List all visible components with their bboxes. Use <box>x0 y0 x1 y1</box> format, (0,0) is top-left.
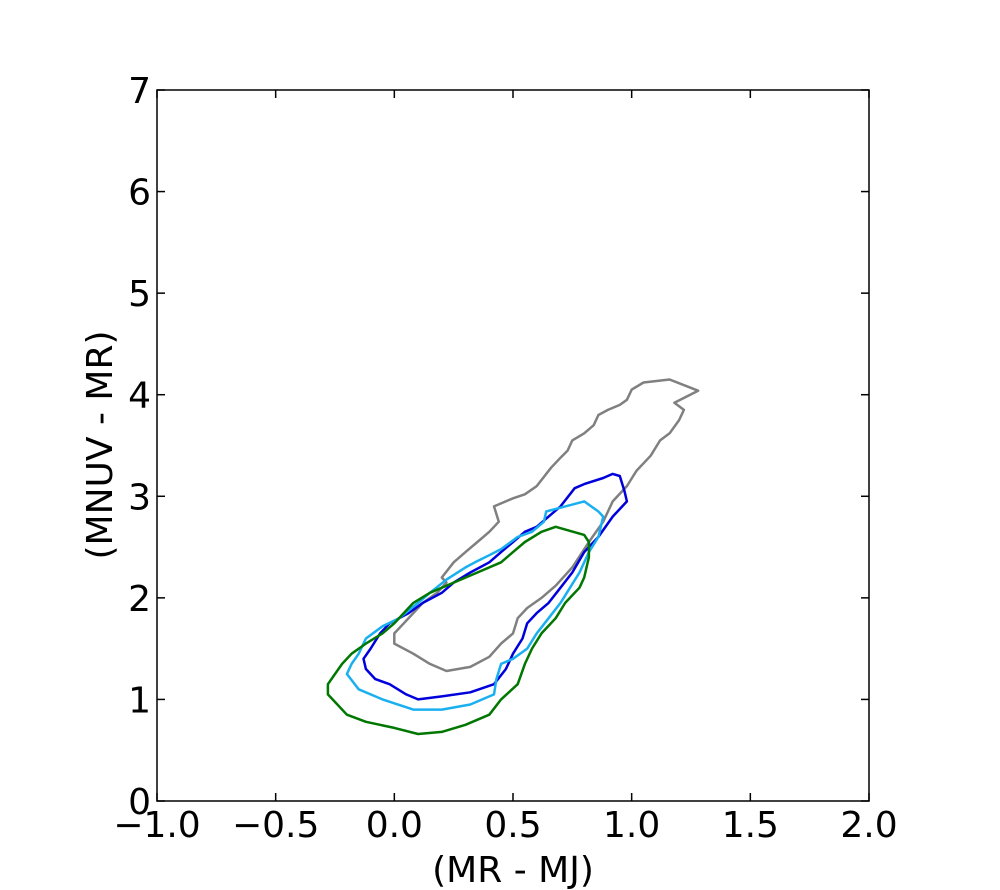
x-tick-label: 0.5 <box>484 805 541 846</box>
y-axis-label: (MNUV - MR) <box>80 330 121 559</box>
contour-series-layer <box>326 378 700 736</box>
x-tick-label: −1.0 <box>113 805 200 846</box>
y-tick-label: 5 <box>128 274 151 315</box>
y-tick-label: 4 <box>128 376 151 417</box>
x-tick-label: 1.5 <box>722 805 779 846</box>
x-tick-label: 2.0 <box>840 805 897 846</box>
contour-line-4 <box>326 525 591 736</box>
tick-layer: −1.0 −0.5 0.0 0.5 1.0 1.5 2.0 0 1 2 3 4 5 6 7 <box>113 71 897 846</box>
x-axis-label: (MR - MJ) <box>432 850 594 890</box>
contour-line-1 <box>393 378 700 673</box>
y-tick-label: 1 <box>128 680 151 721</box>
y-tick-label: 6 <box>128 173 151 214</box>
contour-line-3 <box>345 500 605 711</box>
y-tick-label: 2 <box>128 579 151 620</box>
y-tick-label: 7 <box>128 71 151 112</box>
x-tick-label: 0.0 <box>366 805 423 846</box>
y-tick-label: 0 <box>128 782 151 823</box>
y-tick-label: 3 <box>128 477 151 518</box>
x-tick-label: 1.0 <box>603 805 660 846</box>
x-tick-label: −0.5 <box>232 805 319 846</box>
